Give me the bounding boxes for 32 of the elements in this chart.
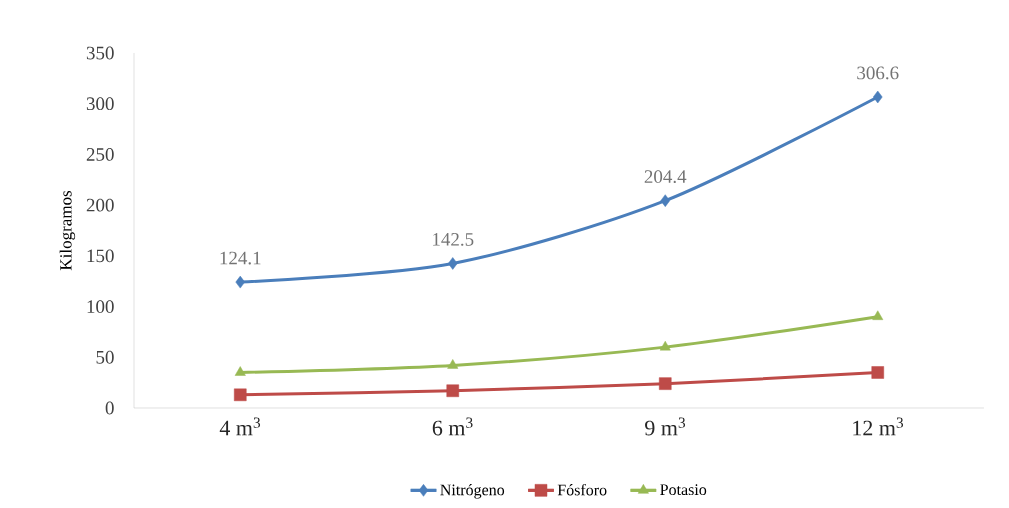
y-tick-label: 100 <box>87 300 114 313</box>
y-axis-title: Kilogramos <box>59 190 76 271</box>
point <box>660 194 670 207</box>
x-tick-label: 12 m$^{3}$ <box>853 417 904 436</box>
data-label: 142.5 <box>433 233 474 246</box>
point <box>446 384 459 397</box>
legend-label: Potasio <box>660 484 707 496</box>
legend-label: Fósforo <box>557 483 607 496</box>
y-tick-label: 0 <box>105 401 114 415</box>
data-label: 204.4 <box>644 170 687 184</box>
data-label: 124.1 <box>220 251 261 265</box>
y-tick-label: 300 <box>86 97 114 111</box>
y-tick-label: 200 <box>86 198 114 212</box>
y-tick-label: 350 <box>86 46 114 60</box>
point <box>659 340 671 351</box>
legend-label: Nitrógeno <box>440 484 505 499</box>
point <box>448 257 458 270</box>
point <box>871 366 884 379</box>
point <box>872 310 884 320</box>
x-tick-label: 4 m$^{3}$ <box>219 417 261 436</box>
y-tick-label: 50 <box>96 350 114 364</box>
x-tick-label: 9 m$^{3}$ <box>645 417 686 436</box>
point <box>235 275 246 289</box>
point <box>234 366 246 376</box>
point <box>234 388 247 402</box>
y-tick-label: 150 <box>87 249 114 263</box>
point <box>659 377 672 390</box>
point <box>447 359 459 369</box>
point <box>873 90 883 104</box>
data-label: 306.6 <box>857 66 899 80</box>
y-tick-label: 250 <box>86 148 114 161</box>
x-tick-label: 6 m$^{3}$ <box>432 417 473 436</box>
